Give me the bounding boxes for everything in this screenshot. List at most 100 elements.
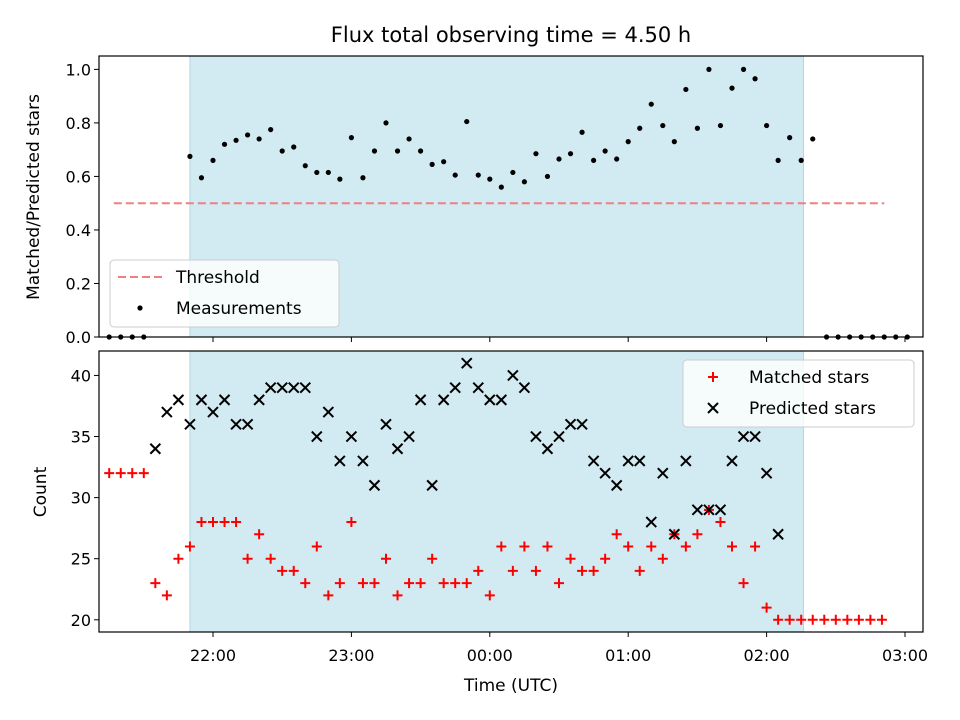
predicted-star-point [587, 455, 600, 467]
y-tick-label: 40 [71, 366, 91, 385]
matched-star-point [784, 614, 795, 625]
matched-star-point [623, 541, 634, 552]
predicted-star-point [645, 516, 657, 528]
predicted-star-point [230, 418, 242, 431]
predicted-star-point [380, 418, 392, 431]
predicted-star-point [437, 394, 450, 406]
matched-star-point [646, 541, 657, 552]
predicted-star-point [691, 504, 704, 516]
predicted-star-point [368, 479, 381, 492]
matched-star-point [208, 517, 218, 528]
matched-star-point [450, 578, 461, 589]
predicted-star-point [484, 394, 496, 406]
matched-star-point [461, 578, 472, 589]
matched-star-point [473, 565, 484, 576]
predicted-star-point [737, 430, 750, 443]
predicted-star-point [507, 369, 519, 382]
x-tick-label: 22:00 [190, 646, 236, 665]
matched-star-point [773, 614, 784, 625]
predicted-star-point [714, 504, 727, 516]
matched-star-point [150, 578, 161, 589]
measurement-point [521, 179, 528, 185]
matched-star-point [427, 553, 438, 564]
matched-star-point [842, 614, 853, 625]
y-tick-label: 0.0 [66, 328, 91, 347]
y-tick-label: 35 [71, 428, 91, 447]
matched-star-point [357, 578, 368, 589]
measurement-point [464, 118, 470, 125]
measurement-point [302, 163, 308, 169]
predicted-star-point [530, 430, 542, 443]
measurement-point [729, 85, 735, 91]
matched-star-point [876, 614, 887, 625]
measurement-point [810, 136, 816, 142]
predicted-star-point [657, 467, 669, 479]
measurement-point [371, 148, 378, 154]
matched-star-point [796, 614, 807, 625]
predicted-star-point [495, 394, 508, 406]
matched-star-point [496, 541, 507, 552]
measurement-point [614, 156, 620, 162]
predicted-star-point [610, 479, 623, 492]
matched-star-point [265, 553, 276, 564]
x-tick-label: 23:00 [328, 646, 374, 665]
predicted-star-point [461, 357, 473, 369]
y-tick-label: 0.2 [66, 274, 91, 293]
y-axis-label-bottom: Count [31, 466, 51, 517]
measurement-point [475, 172, 481, 178]
predicted-star-point [161, 406, 173, 418]
predicted-star-point [276, 381, 288, 394]
predicted-star-point [311, 430, 323, 443]
matched-star-point [577, 565, 588, 576]
predicted-star-point [149, 443, 162, 455]
measurement-point [671, 139, 677, 145]
y-tick-label: 1.0 [66, 60, 91, 79]
legend-box [109, 259, 340, 328]
matched-star-point [242, 553, 253, 564]
predicted-star-point [622, 455, 634, 467]
x-tick-label: 03:00 [882, 646, 928, 665]
matched-star-point [104, 468, 115, 479]
measurement-point [752, 76, 758, 82]
predicted-star-point [288, 381, 300, 394]
x-tick-label: 01:00 [605, 646, 651, 665]
matched-star-point [819, 614, 830, 625]
measurement-point [452, 172, 458, 178]
matched-star-point [161, 590, 172, 601]
matched-star-point [738, 578, 749, 589]
y-tick-label: 0.6 [66, 167, 91, 186]
measurement-point [279, 148, 285, 154]
matched-star-point [727, 541, 737, 552]
matched-star-point [346, 517, 357, 528]
matched-star-point [369, 578, 380, 589]
predicted-star-point [680, 455, 692, 467]
matched-star-point [530, 565, 541, 576]
predicted-star-point [668, 528, 681, 540]
measurement-point [394, 148, 401, 154]
y-tick-label: 30 [71, 489, 91, 508]
measurement-point [740, 66, 747, 72]
legend-box [682, 359, 915, 428]
predicted-star-point [322, 406, 335, 418]
measurement-point [198, 175, 205, 181]
legend-label: Matched stars [749, 368, 869, 388]
y-axis-label-top: Matched/Predicted stars [24, 94, 44, 300]
legend-swatch-matched [708, 372, 718, 382]
matched-star-point [565, 553, 576, 564]
predicted-star-point [391, 443, 404, 455]
measurement-point [798, 157, 804, 163]
measurement-point [268, 126, 274, 133]
matched-star-point [715, 517, 726, 528]
legend: Matched stars Predicted stars [682, 359, 915, 428]
legend-swatch-predicted [707, 402, 719, 414]
matched-star-point [254, 529, 265, 540]
measurement-point [233, 137, 239, 143]
predicted-star-point [195, 394, 208, 406]
series-predicted-stars [149, 357, 784, 540]
matched-star-point [392, 590, 403, 601]
measurement-point [567, 151, 574, 157]
chart-title: Flux total observing time = 4.50 h [331, 23, 691, 47]
matched-star-point [484, 590, 495, 601]
measurement-point [660, 122, 666, 129]
measurement-point [637, 125, 643, 131]
